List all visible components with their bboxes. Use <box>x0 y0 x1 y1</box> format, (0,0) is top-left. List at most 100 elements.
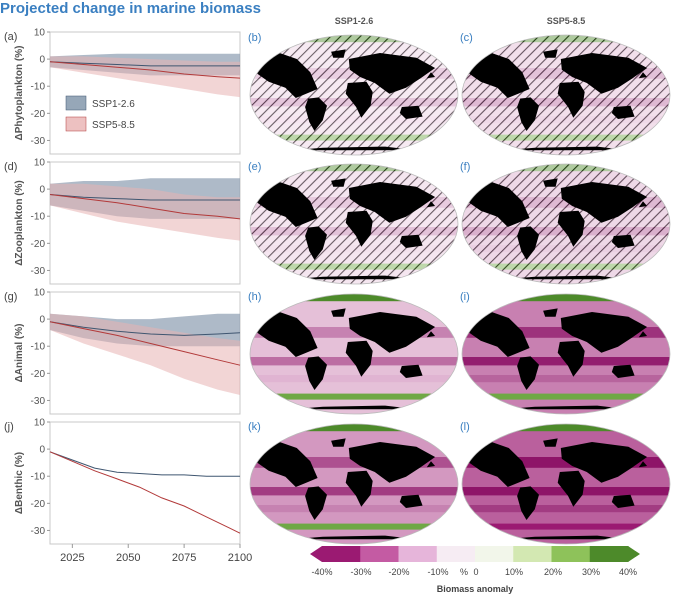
y-tick-label: -20 <box>31 369 46 380</box>
colorbar-tick-label: -30% <box>350 567 371 577</box>
map-panel-h: (h) <box>248 291 459 415</box>
continent <box>503 535 629 540</box>
map-panel-f: (f) <box>460 161 671 285</box>
continent <box>467 440 530 487</box>
southern-ocean-band <box>250 523 458 530</box>
panel-label: (f) <box>460 161 470 173</box>
continent <box>638 72 648 79</box>
anomaly-band <box>462 505 670 513</box>
continent <box>345 210 373 247</box>
y-tick-label: -30 <box>31 136 46 147</box>
anomaly-band <box>462 457 670 468</box>
y-tick-label: -30 <box>31 396 46 407</box>
line-ssp5-8-5 <box>49 451 241 534</box>
continent <box>426 461 436 468</box>
band-ssp5-8-5 <box>50 56 240 98</box>
continent <box>331 308 346 317</box>
continent <box>557 470 585 507</box>
y-tick-label: 0 <box>39 445 45 456</box>
plot-frame <box>49 421 241 545</box>
panel-label: (k) <box>248 421 261 433</box>
colorbar-segment <box>589 546 629 562</box>
map-border <box>249 423 459 545</box>
y-tick-label: 0 <box>39 315 45 326</box>
continent <box>305 486 327 520</box>
continent <box>611 494 635 508</box>
chart-panel-0: (a) 10 0 -10 -20 -30 ΔPhytoplankton (%) SSP1-2.… <box>4 28 241 155</box>
continent <box>331 49 346 58</box>
figure-title: Projected change in marine biomass <box>0 0 261 17</box>
anomaly-band <box>250 327 458 338</box>
continent <box>348 312 436 353</box>
continent <box>255 51 318 98</box>
continent <box>467 180 530 227</box>
y-axis-label: ΔBenthic (%) <box>14 452 25 514</box>
panel-label: (g) <box>4 291 17 303</box>
y-tick-label: -30 <box>31 266 46 277</box>
map-border <box>461 423 671 545</box>
colorbar-tick-label: 0 <box>473 567 478 577</box>
map-panel-l: (l) <box>460 421 671 545</box>
colorbar-segment <box>398 546 438 562</box>
map-panel-c: (c) <box>460 32 671 156</box>
anomaly-band <box>250 375 458 383</box>
arctic-positive <box>250 294 458 302</box>
continent <box>543 438 558 447</box>
continent <box>426 72 436 79</box>
y-tick-label: 10 <box>34 288 46 299</box>
continent <box>305 356 327 390</box>
map-border <box>249 293 459 415</box>
continent <box>638 331 648 338</box>
panel-label: (h) <box>248 291 261 303</box>
continent <box>560 182 648 223</box>
panel-label: (j) <box>4 421 14 433</box>
legend-swatch <box>65 95 87 111</box>
continent <box>348 182 436 223</box>
continent <box>399 494 423 508</box>
y-tick-label: -10 <box>31 82 46 93</box>
continent <box>291 535 417 540</box>
x-tick-label: 2100 <box>228 552 252 564</box>
chart-panel-2: (g) 10 0 -10 -20 -30 ΔAnimal (%) <box>4 288 241 415</box>
arctic-positive <box>462 424 670 432</box>
continent <box>291 275 417 280</box>
colorbar-segment <box>551 546 591 562</box>
colorbar-segment <box>513 546 552 562</box>
map-border <box>461 34 671 156</box>
continent <box>560 442 648 483</box>
panel-label: (i) <box>460 291 470 303</box>
continent <box>611 234 635 248</box>
continent <box>305 97 327 131</box>
chart-panel-3: (j) 10 0 -10 -20 -30 ΔBenthic (%) 2025 2050 2075 2… <box>4 418 252 565</box>
x-tick-label: 2025 <box>60 552 84 564</box>
continent <box>611 364 635 378</box>
column-header: SSP1-2.6 <box>335 16 374 26</box>
map-panel-k: (k) <box>248 421 459 545</box>
panel-label: (c) <box>460 32 473 44</box>
colorbar: -40% -30% -20% -10%% 0 10% 20% 30% 40% Biomass an… <box>310 546 640 594</box>
continent <box>255 440 318 487</box>
continent <box>638 201 648 208</box>
colorbar-segment <box>475 546 514 562</box>
continent <box>255 310 318 357</box>
y-tick-label: -30 <box>31 526 46 537</box>
arctic-positive <box>462 294 670 302</box>
continent <box>467 51 530 98</box>
y-tick-label: -10 <box>31 472 46 483</box>
chart-panel-1: (d) 10 0 -10 -20 -30 ΔZooplankton (%) <box>4 158 241 285</box>
map-border <box>249 34 459 156</box>
colorbar-tick-label: 40% <box>619 567 637 577</box>
continent <box>517 97 539 131</box>
colorbar-segment <box>322 546 361 562</box>
continent <box>557 81 585 118</box>
colorbar-label: Biomass anomaly <box>437 584 514 594</box>
y-tick-label: 0 <box>39 185 45 196</box>
southern-ocean-band <box>462 523 670 530</box>
panel-label: (a) <box>4 31 17 43</box>
map-panel-i: (i) <box>460 291 671 415</box>
southern-ocean-band <box>250 393 458 400</box>
line-ssp1-2-6 <box>49 451 240 477</box>
colorbar-tick-label: -10% <box>427 567 448 577</box>
y-tick-label: 0 <box>39 55 45 66</box>
continent <box>255 180 318 227</box>
